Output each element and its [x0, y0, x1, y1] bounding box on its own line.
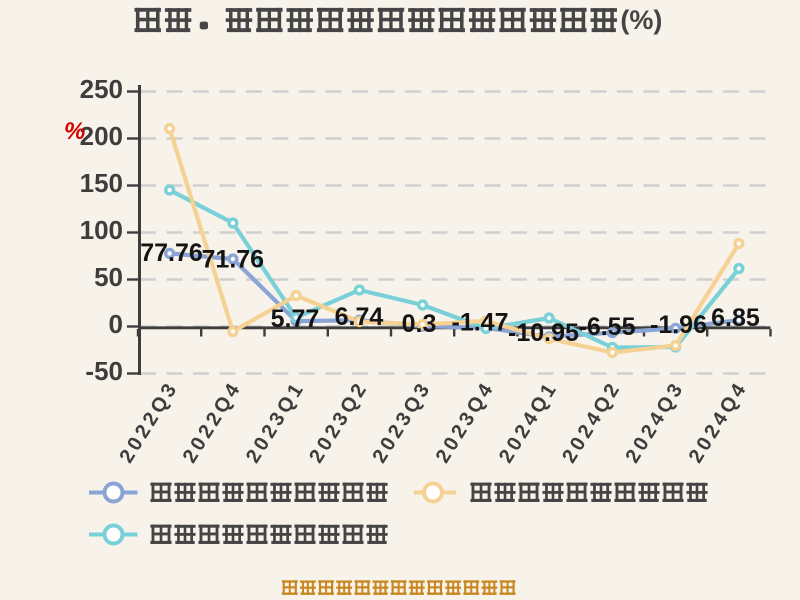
svg-text:6.85: 6.85 — [711, 304, 760, 332]
svg-text:-1.47: -1.47 — [452, 309, 509, 337]
svg-text:2023Q4: 2023Q4 — [432, 377, 500, 467]
svg-text:2023Q3: 2023Q3 — [368, 377, 436, 467]
svg-text:2024Q2: 2024Q2 — [558, 377, 626, 467]
svg-text:150: 150 — [80, 168, 123, 198]
svg-text:%: % — [64, 118, 85, 145]
svg-text:2024Q4: 2024Q4 — [685, 377, 753, 467]
svg-text:0.3: 0.3 — [402, 310, 437, 338]
svg-text:5.77: 5.77 — [271, 305, 320, 333]
svg-text:77.76: 77.76 — [140, 239, 203, 267]
svg-text:200: 200 — [80, 121, 123, 151]
svg-text:2022Q3: 2022Q3 — [115, 377, 183, 467]
svg-text:6.74: 6.74 — [335, 303, 384, 331]
svg-text:2024Q1: 2024Q1 — [495, 377, 563, 467]
svg-text:(%): (%) — [620, 5, 662, 35]
svg-text:50: 50 — [94, 262, 123, 292]
svg-text:-1.96: -1.96 — [650, 311, 707, 339]
svg-text:2024Q3: 2024Q3 — [621, 377, 689, 467]
svg-text:100: 100 — [80, 215, 123, 245]
svg-text:2023Q1: 2023Q1 — [242, 377, 310, 467]
svg-text:-10.95: -10.95 — [508, 319, 579, 347]
svg-text:71.76: 71.76 — [202, 246, 265, 274]
svg-text:250: 250 — [80, 74, 123, 104]
svg-text:-6.55: -6.55 — [579, 313, 636, 341]
svg-text:0: 0 — [109, 309, 123, 339]
svg-text:-50: -50 — [85, 356, 123, 386]
svg-text:2022Q4: 2022Q4 — [179, 377, 247, 467]
svg-text:2023Q2: 2023Q2 — [305, 377, 373, 467]
